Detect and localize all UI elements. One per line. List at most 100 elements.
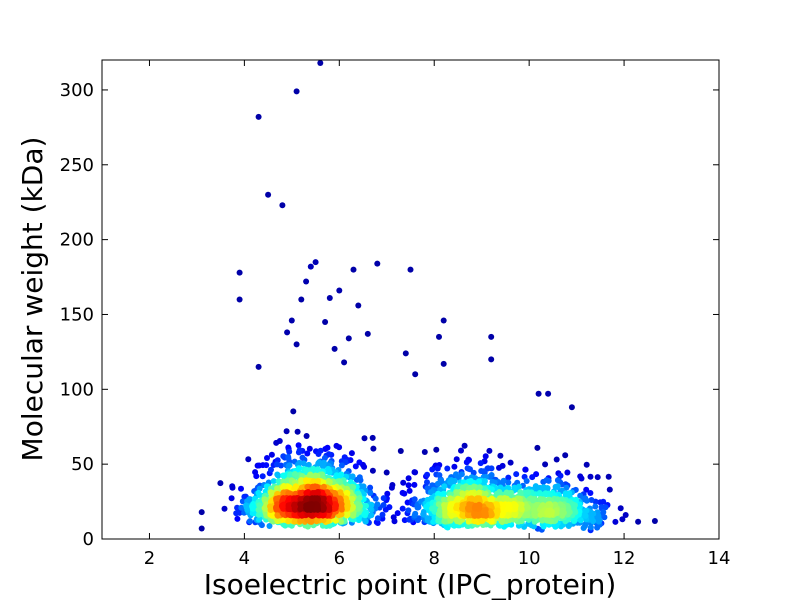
data-point (315, 460, 322, 467)
data-point (399, 505, 406, 512)
data-point (326, 295, 333, 301)
data-point (515, 483, 522, 490)
data-point (477, 460, 484, 467)
data-point (286, 448, 293, 455)
data-point (304, 450, 311, 457)
y-tick-label: 100 (60, 379, 94, 400)
y-tick-label: 250 (60, 155, 94, 176)
data-point (238, 504, 245, 511)
data-point (265, 191, 272, 198)
data-point (441, 496, 448, 503)
data-point (255, 363, 262, 370)
data-point (440, 360, 447, 367)
data-point (355, 302, 362, 309)
data-point (493, 501, 500, 508)
data-point (249, 505, 256, 512)
data-point (420, 508, 427, 515)
data-point (304, 523, 311, 530)
data-point (590, 510, 597, 517)
data-point (292, 512, 299, 518)
data-point (531, 507, 538, 514)
data-point (336, 444, 343, 451)
data-point (350, 266, 357, 273)
x-tick-label: 4 (239, 548, 250, 569)
data-point (451, 463, 458, 470)
data-point (298, 296, 305, 303)
data-point (270, 478, 277, 485)
data-point (435, 501, 442, 508)
data-point (513, 471, 520, 478)
data-point (284, 329, 291, 336)
data-point (397, 448, 404, 454)
data-point (430, 519, 437, 525)
data-point (405, 482, 412, 489)
data-point (453, 489, 460, 496)
data-point (468, 490, 475, 496)
data-point (259, 473, 266, 480)
data-point (553, 456, 560, 463)
data-point (383, 469, 390, 476)
data-point (602, 504, 609, 511)
data-point (529, 474, 536, 481)
data-point (545, 390, 552, 397)
data-point (198, 525, 205, 532)
data-point (386, 504, 393, 511)
y-axis-title: Molecular weight (kDa) (16, 137, 49, 462)
data-point (369, 467, 376, 474)
data-point (275, 472, 282, 479)
plot-frame (101, 59, 720, 540)
data-point (268, 466, 274, 473)
data-point (523, 478, 530, 484)
data-point (582, 521, 589, 527)
data-point (374, 260, 381, 267)
data-point (303, 278, 310, 285)
data-point (312, 259, 319, 266)
data-point (451, 477, 458, 484)
data-point (583, 486, 590, 493)
data-point (496, 464, 502, 471)
data-point (228, 495, 235, 502)
data-point (465, 465, 472, 472)
data-point (349, 473, 356, 480)
data-point (542, 491, 549, 498)
data-point (338, 462, 345, 469)
data-point (424, 471, 431, 478)
data-point (524, 489, 531, 496)
data-point (429, 466, 436, 473)
data-point (401, 517, 408, 524)
data-point (313, 504, 320, 510)
data-point (505, 474, 512, 481)
data-point (448, 496, 455, 503)
data-point (605, 473, 612, 480)
data-point (488, 333, 495, 340)
data-point (506, 517, 513, 524)
data-point (482, 453, 489, 460)
data-point (569, 501, 576, 508)
data-point (571, 518, 577, 524)
data-point (267, 503, 273, 510)
data-point (436, 333, 442, 340)
y-tick-label: 300 (60, 80, 94, 101)
ticks-layer: 2 4 6 8 10 12 14 0 50 100 150 200 250 300 (60, 60, 730, 569)
data-point (542, 461, 549, 468)
data-point (294, 428, 301, 435)
data-point (379, 511, 386, 518)
data-point (303, 433, 310, 439)
data-point (524, 510, 530, 517)
data-point (592, 503, 599, 510)
data-point (441, 483, 448, 490)
data-point (577, 473, 584, 480)
data-point (264, 455, 270, 461)
data-point (486, 447, 493, 454)
data-point (364, 330, 371, 337)
data-point (367, 484, 374, 491)
data-point (635, 518, 642, 525)
data-point (290, 408, 297, 415)
data-point (535, 390, 542, 397)
data-point (303, 477, 310, 484)
data-point (488, 465, 495, 472)
x-tick-label: 10 (518, 548, 541, 569)
data-point (532, 483, 539, 490)
data-point (406, 487, 413, 494)
data-point (407, 266, 414, 273)
